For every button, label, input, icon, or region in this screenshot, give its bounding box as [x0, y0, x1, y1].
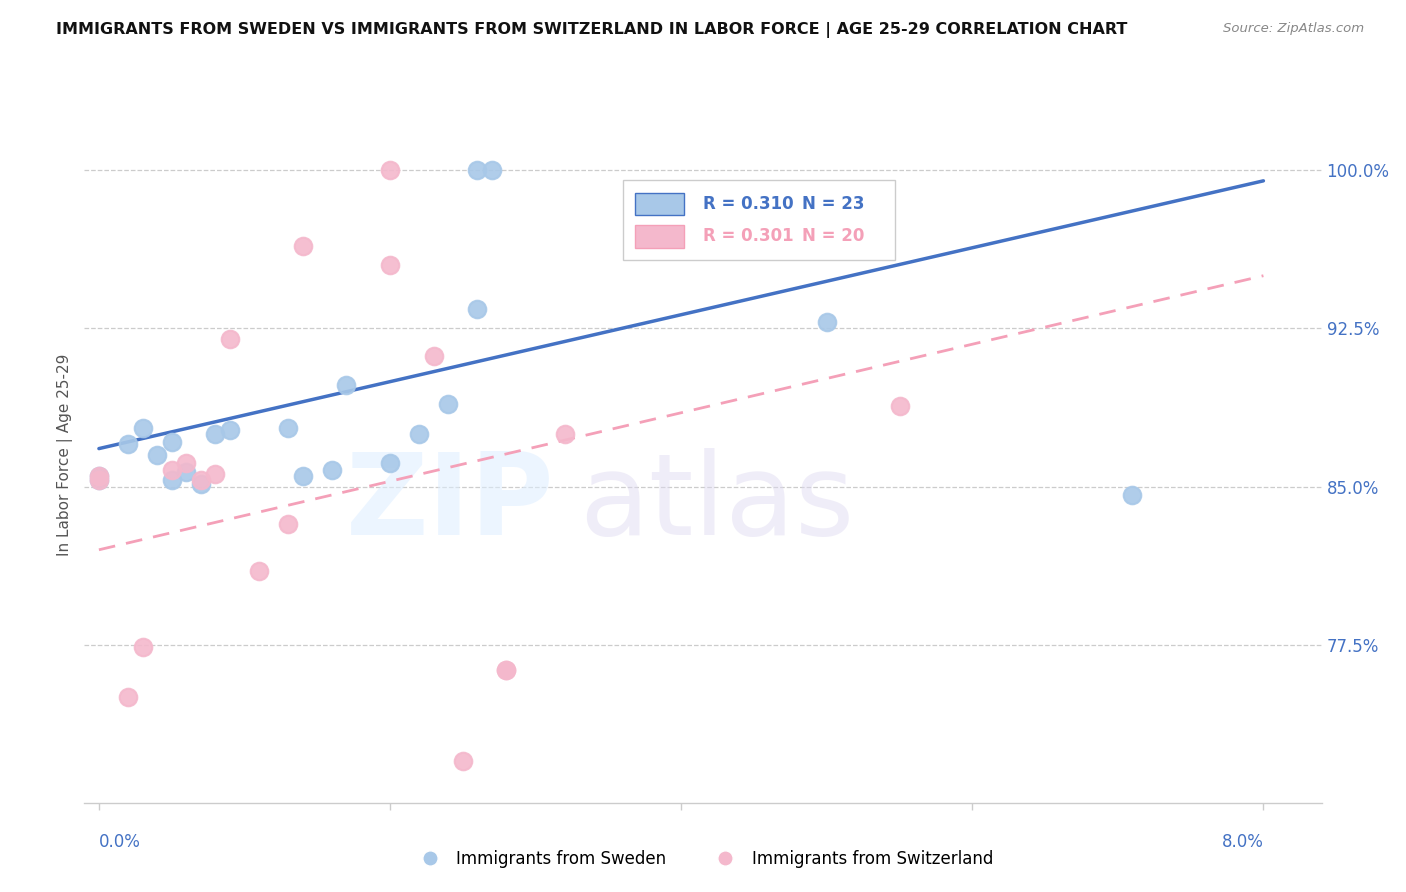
- Point: [291, 469, 314, 483]
- Point: [87, 469, 110, 483]
- Point: [437, 397, 460, 411]
- Point: [481, 163, 503, 178]
- Point: [219, 423, 242, 437]
- Point: [190, 477, 212, 491]
- Point: [160, 463, 183, 477]
- Point: [495, 663, 517, 677]
- Point: [554, 426, 576, 441]
- Point: [277, 517, 299, 532]
- Point: [174, 456, 197, 470]
- FancyBboxPatch shape: [623, 180, 894, 260]
- Text: Source: ZipAtlas.com: Source: ZipAtlas.com: [1223, 22, 1364, 36]
- Point: [174, 465, 197, 479]
- Point: [190, 473, 212, 487]
- Point: [378, 258, 401, 272]
- Point: [408, 426, 430, 441]
- Point: [378, 456, 401, 470]
- Point: [204, 426, 226, 441]
- Point: [1121, 488, 1143, 502]
- Text: 8.0%: 8.0%: [1222, 833, 1264, 851]
- Point: [219, 332, 242, 346]
- Legend: Immigrants from Sweden, Immigrants from Switzerland: Immigrants from Sweden, Immigrants from …: [406, 844, 1000, 875]
- Point: [335, 378, 357, 392]
- Point: [321, 463, 343, 477]
- Text: R = 0.310: R = 0.310: [703, 194, 793, 213]
- Point: [815, 315, 838, 329]
- Point: [451, 754, 474, 768]
- Text: N = 20: N = 20: [801, 227, 865, 245]
- Bar: [636, 226, 685, 248]
- Point: [160, 435, 183, 450]
- Point: [87, 473, 110, 487]
- Text: R = 0.301: R = 0.301: [703, 227, 793, 245]
- Point: [146, 448, 169, 462]
- Bar: [636, 193, 685, 215]
- Point: [117, 690, 139, 705]
- Text: 0.0%: 0.0%: [98, 833, 141, 851]
- Point: [422, 349, 444, 363]
- Point: [495, 663, 517, 677]
- Point: [87, 469, 110, 483]
- Point: [160, 473, 183, 487]
- Point: [467, 163, 489, 178]
- Point: [131, 420, 153, 434]
- Point: [467, 302, 489, 317]
- Point: [291, 239, 314, 253]
- Text: N = 23: N = 23: [801, 194, 865, 213]
- Point: [204, 467, 226, 481]
- Text: IMMIGRANTS FROM SWEDEN VS IMMIGRANTS FROM SWITZERLAND IN LABOR FORCE | AGE 25-29: IMMIGRANTS FROM SWEDEN VS IMMIGRANTS FRO…: [56, 22, 1128, 38]
- Point: [131, 640, 153, 654]
- Text: atlas: atlas: [579, 448, 855, 559]
- Point: [277, 420, 299, 434]
- Point: [889, 400, 911, 414]
- Point: [87, 473, 110, 487]
- Point: [378, 163, 401, 178]
- Point: [247, 564, 270, 578]
- Point: [117, 437, 139, 451]
- Text: ZIP: ZIP: [346, 448, 554, 559]
- Y-axis label: In Labor Force | Age 25-29: In Labor Force | Age 25-29: [58, 354, 73, 556]
